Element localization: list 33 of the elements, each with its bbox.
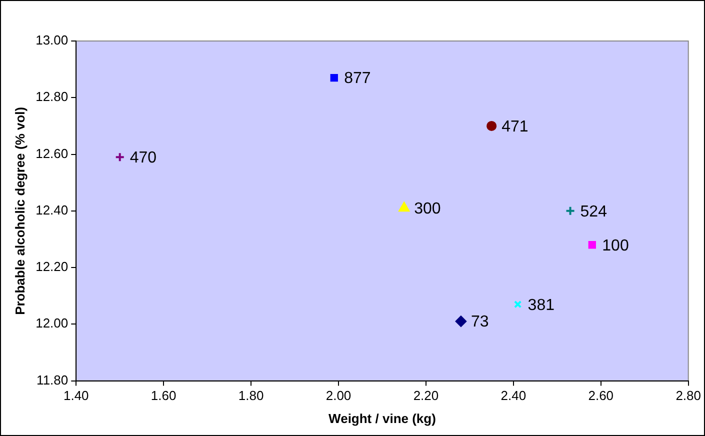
series-label: 524 [580, 203, 608, 220]
point [514, 300, 522, 308]
x-tick-label: 1.80 [238, 388, 264, 404]
series-label: 470 [130, 150, 157, 167]
y-tick-label: 12.60 [36, 146, 68, 161]
x-tick-label: 2.60 [588, 388, 614, 404]
series-label: 73 [470, 314, 489, 331]
x-tick-label: 1.40 [63, 388, 89, 404]
series-label: 471 [502, 118, 528, 136]
point [486, 120, 497, 131]
x-tick-label: 2.80 [676, 388, 702, 404]
x-tick-label: 2.20 [413, 388, 439, 404]
series-label: 381 [528, 296, 555, 314]
x-tick-label: 2.40 [500, 388, 526, 404]
point [398, 202, 410, 212]
x-tick-label: 1.60 [150, 388, 176, 404]
y-axis-title: Probable alcoholic degree (% vol) [12, 106, 28, 315]
x-axis-title: Weight / vine (kg) [328, 410, 436, 426]
y-tick-label: 12.00 [36, 316, 68, 331]
series-label: 100 [602, 237, 629, 254]
y-tick-label: 12.40 [36, 202, 68, 218]
point [455, 316, 466, 327]
y-tick-label: 13.00 [36, 32, 68, 48]
series-label: 300 [414, 200, 441, 218]
x-tick-label: 2.00 [326, 388, 352, 404]
y-tick-label: 12.20 [36, 259, 68, 274]
y-tick-label: 11.80 [36, 372, 68, 388]
point [114, 152, 125, 162]
point [565, 206, 576, 216]
point [588, 241, 596, 249]
point [330, 74, 338, 82]
series-label: 877 [344, 70, 371, 88]
y-tick-label: 12.80 [36, 89, 68, 104]
